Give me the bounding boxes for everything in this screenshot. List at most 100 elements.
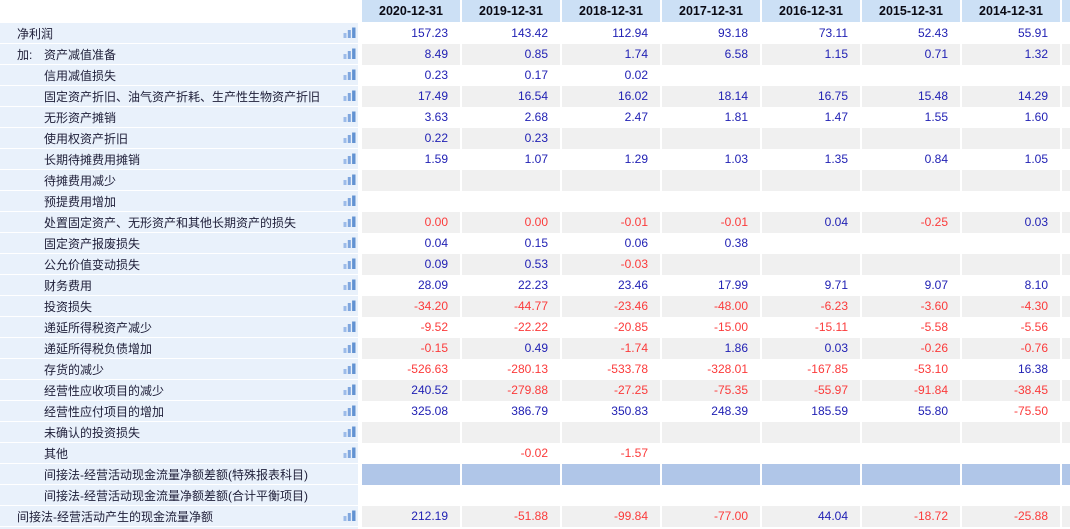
row-label-cell[interactable]: 待摊费用减少 [0, 170, 358, 191]
value-cell[interactable] [862, 170, 962, 191]
value-cell[interactable]: -25.88 [962, 506, 1062, 527]
value-cell[interactable]: -1.57 [562, 443, 662, 464]
value-cell[interactable] [962, 191, 1062, 212]
value-cell[interactable]: 240.52 [362, 380, 462, 401]
bar-chart-icon[interactable] [343, 405, 356, 417]
value-cell[interactable]: -167.85 [762, 359, 862, 380]
row-label-cell[interactable]: 投资损失 [0, 296, 358, 317]
value-cell[interactable]: 1.47 [762, 107, 862, 128]
row-label-cell[interactable]: 净利润 [0, 23, 358, 44]
value-cell[interactable]: 22.23 [462, 275, 562, 296]
bar-chart-icon[interactable] [343, 237, 356, 249]
value-cell[interactable] [662, 254, 762, 275]
value-cell[interactable] [762, 464, 862, 485]
value-cell[interactable] [862, 443, 962, 464]
value-cell[interactable]: -27.25 [562, 380, 662, 401]
value-cell[interactable] [562, 485, 662, 506]
value-cell[interactable]: -280.13 [462, 359, 562, 380]
value-cell[interactable]: 0.09 [362, 254, 462, 275]
column-header[interactable]: 2017-12-31 [662, 0, 762, 23]
value-cell[interactable]: 386.79 [462, 401, 562, 422]
row-label-cell[interactable]: 固定资产折旧、油气资产折耗、生产性生物资产折旧 [0, 86, 358, 107]
value-cell[interactable]: 1.86 [662, 338, 762, 359]
value-cell[interactable]: -1.74 [562, 338, 662, 359]
value-cell[interactable]: 0.22 [362, 128, 462, 149]
value-cell[interactable]: -4.30 [962, 296, 1062, 317]
value-cell[interactable]: -18.72 [862, 506, 962, 527]
value-cell[interactable]: -51.88 [462, 506, 562, 527]
value-cell[interactable] [862, 485, 962, 506]
value-cell[interactable]: -55.97 [762, 380, 862, 401]
value-cell[interactable] [862, 464, 962, 485]
value-cell[interactable]: 16.75 [762, 86, 862, 107]
value-cell[interactable] [762, 128, 862, 149]
value-cell[interactable]: 93.18 [662, 23, 762, 44]
value-cell[interactable]: 0.06 [562, 233, 662, 254]
value-cell[interactable]: -48.00 [662, 296, 762, 317]
value-cell[interactable]: 1.60 [962, 107, 1062, 128]
row-label-cell[interactable]: 加: 资产减值准备 [0, 44, 358, 65]
value-cell[interactable] [962, 527, 1062, 529]
value-cell[interactable]: -0.01 [662, 212, 762, 233]
value-cell[interactable]: 157.23 [362, 23, 462, 44]
value-cell[interactable]: -0.15 [362, 338, 462, 359]
value-cell[interactable]: -0.26 [862, 338, 962, 359]
value-cell[interactable] [562, 527, 662, 529]
value-cell[interactable]: 143.42 [462, 23, 562, 44]
value-cell[interactable] [662, 485, 762, 506]
value-cell[interactable]: 9.71 [762, 275, 862, 296]
value-cell[interactable]: 0.15 [462, 233, 562, 254]
value-cell[interactable]: 8.10 [962, 275, 1062, 296]
value-cell[interactable] [662, 65, 762, 86]
value-cell[interactable] [962, 422, 1062, 443]
value-cell[interactable] [362, 527, 462, 529]
bar-chart-icon[interactable] [343, 216, 356, 228]
value-cell[interactable]: -5.58 [862, 317, 962, 338]
bar-chart-icon[interactable] [343, 69, 356, 81]
value-cell[interactable]: 17.99 [662, 275, 762, 296]
value-cell[interactable]: 18.14 [662, 86, 762, 107]
value-cell[interactable] [962, 170, 1062, 191]
value-cell[interactable]: -0.25 [862, 212, 962, 233]
bar-chart-icon[interactable] [343, 195, 356, 207]
bar-chart-icon[interactable] [343, 447, 356, 459]
bar-chart-icon[interactable] [343, 279, 356, 291]
value-cell[interactable]: -15.00 [662, 317, 762, 338]
value-cell[interactable]: 14.29 [962, 86, 1062, 107]
value-cell[interactable] [862, 527, 962, 529]
value-cell[interactable] [462, 170, 562, 191]
value-cell[interactable] [662, 170, 762, 191]
bar-chart-icon[interactable] [343, 363, 356, 375]
value-cell[interactable] [462, 191, 562, 212]
value-cell[interactable]: 15.48 [862, 86, 962, 107]
row-label-cell[interactable]: 财务费用 [0, 275, 358, 296]
value-cell[interactable]: -22.22 [462, 317, 562, 338]
value-cell[interactable]: 0.23 [462, 128, 562, 149]
value-cell[interactable] [862, 128, 962, 149]
value-cell[interactable] [662, 422, 762, 443]
row-label-cell[interactable]: 间接法-经营活动现金流量净额差额(特殊报表科目) [0, 464, 358, 485]
value-cell[interactable] [762, 233, 862, 254]
value-cell[interactable]: -99.84 [562, 506, 662, 527]
column-header[interactable]: 2016-12-31 [762, 0, 862, 23]
value-cell[interactable]: 44.04 [762, 506, 862, 527]
row-label-cell[interactable]: 递延所得税资产减少 [0, 317, 358, 338]
value-cell[interactable]: 0.00 [362, 212, 462, 233]
value-cell[interactable] [362, 191, 462, 212]
value-cell[interactable]: 0.17 [462, 65, 562, 86]
value-cell[interactable]: 3.63 [362, 107, 462, 128]
value-cell[interactable] [962, 464, 1062, 485]
row-label-cell[interactable]: 其他 [0, 443, 358, 464]
value-cell[interactable] [662, 191, 762, 212]
value-cell[interactable]: -0.01 [562, 212, 662, 233]
value-cell[interactable]: 212.19 [362, 506, 462, 527]
bar-chart-icon[interactable] [343, 342, 356, 354]
value-cell[interactable]: 1.32 [962, 44, 1062, 65]
value-cell[interactable]: 1.81 [662, 107, 762, 128]
value-cell[interactable] [462, 485, 562, 506]
value-cell[interactable]: 6.58 [662, 44, 762, 65]
value-cell[interactable] [362, 464, 462, 485]
value-cell[interactable] [462, 464, 562, 485]
value-cell[interactable]: -533.78 [562, 359, 662, 380]
value-cell[interactable]: -3.60 [862, 296, 962, 317]
